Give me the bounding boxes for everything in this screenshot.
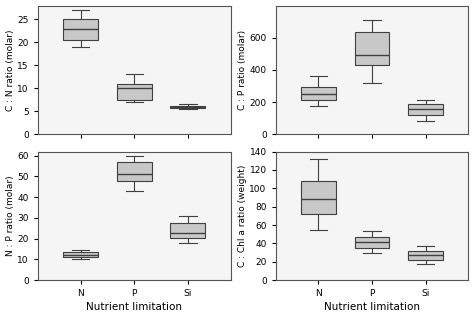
PathPatch shape — [171, 106, 205, 107]
PathPatch shape — [117, 162, 152, 181]
PathPatch shape — [301, 87, 336, 100]
Y-axis label: C : N ratio (molar): C : N ratio (molar) — [6, 29, 15, 111]
X-axis label: Nutrient limitation: Nutrient limitation — [86, 302, 182, 313]
PathPatch shape — [64, 19, 98, 40]
PathPatch shape — [171, 223, 205, 238]
Y-axis label: N : P ratio (molar): N : P ratio (molar) — [6, 176, 15, 256]
PathPatch shape — [355, 32, 390, 65]
PathPatch shape — [355, 237, 390, 248]
Y-axis label: C : Chl a ratio (weight): C : Chl a ratio (weight) — [237, 165, 246, 267]
PathPatch shape — [117, 84, 152, 100]
PathPatch shape — [408, 251, 443, 260]
PathPatch shape — [64, 252, 98, 257]
Y-axis label: C : P ratio (molar): C : P ratio (molar) — [237, 30, 246, 110]
PathPatch shape — [301, 181, 336, 214]
X-axis label: Nutrient limitation: Nutrient limitation — [324, 302, 420, 313]
PathPatch shape — [408, 105, 443, 115]
